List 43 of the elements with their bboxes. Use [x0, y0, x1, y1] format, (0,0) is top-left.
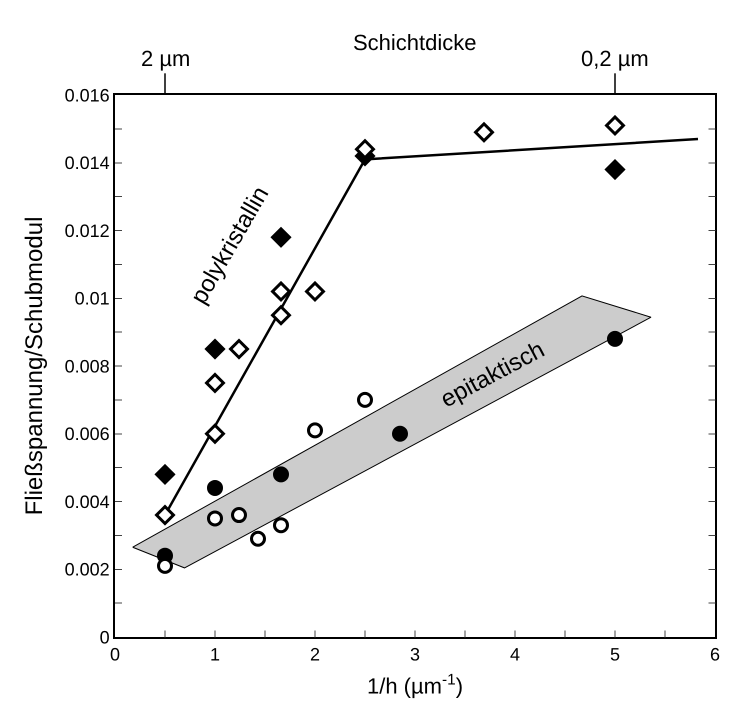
point — [207, 510, 223, 526]
point — [205, 339, 225, 360]
point — [155, 464, 175, 484]
x-tick-label: 3 — [410, 644, 420, 664]
point — [474, 122, 494, 142]
point — [392, 426, 408, 442]
x-tick-label: 1 — [210, 644, 220, 664]
annotation: 2 µm — [141, 46, 190, 71]
point — [357, 392, 373, 408]
y-tick-label: 0.012 — [64, 220, 110, 241]
point — [305, 282, 325, 302]
y-axis-title: Fließspannung/Schubmodul — [21, 216, 48, 516]
point — [271, 305, 291, 326]
x-tick-label: 4 — [510, 644, 520, 664]
point — [271, 282, 291, 302]
point — [205, 372, 225, 393]
y-tick-label: 0.002 — [64, 560, 110, 580]
y-tick-label: 0.014 — [64, 153, 110, 174]
y-tick-label: 0.016 — [64, 85, 110, 106]
y-tick-label: 0.004 — [64, 492, 110, 512]
x-tick-label: 2 — [310, 644, 320, 664]
point — [273, 517, 289, 534]
point — [229, 339, 249, 360]
point — [605, 116, 625, 136]
y-tick-label: 0.006 — [64, 424, 110, 444]
point — [155, 505, 175, 525]
point — [273, 466, 289, 482]
point — [205, 424, 225, 444]
x-tick-label: 6 — [710, 644, 720, 664]
y-tick-label: 0.008 — [64, 356, 110, 376]
point — [607, 330, 623, 347]
y-tick-label: 0.01 — [74, 288, 110, 309]
point — [271, 227, 291, 248]
point — [231, 507, 247, 524]
y-tick-label: 0 — [100, 627, 110, 648]
x2-axis-title: Schichtdicke — [353, 30, 477, 55]
point — [207, 480, 223, 496]
annotation: 0,2 µm — [581, 46, 649, 71]
point — [307, 422, 323, 438]
point — [250, 530, 266, 547]
point — [605, 160, 625, 180]
x-tick-label: 5 — [610, 644, 620, 664]
x-axis-title: 1/h (µm$^{-1}$) — [366, 672, 464, 699]
